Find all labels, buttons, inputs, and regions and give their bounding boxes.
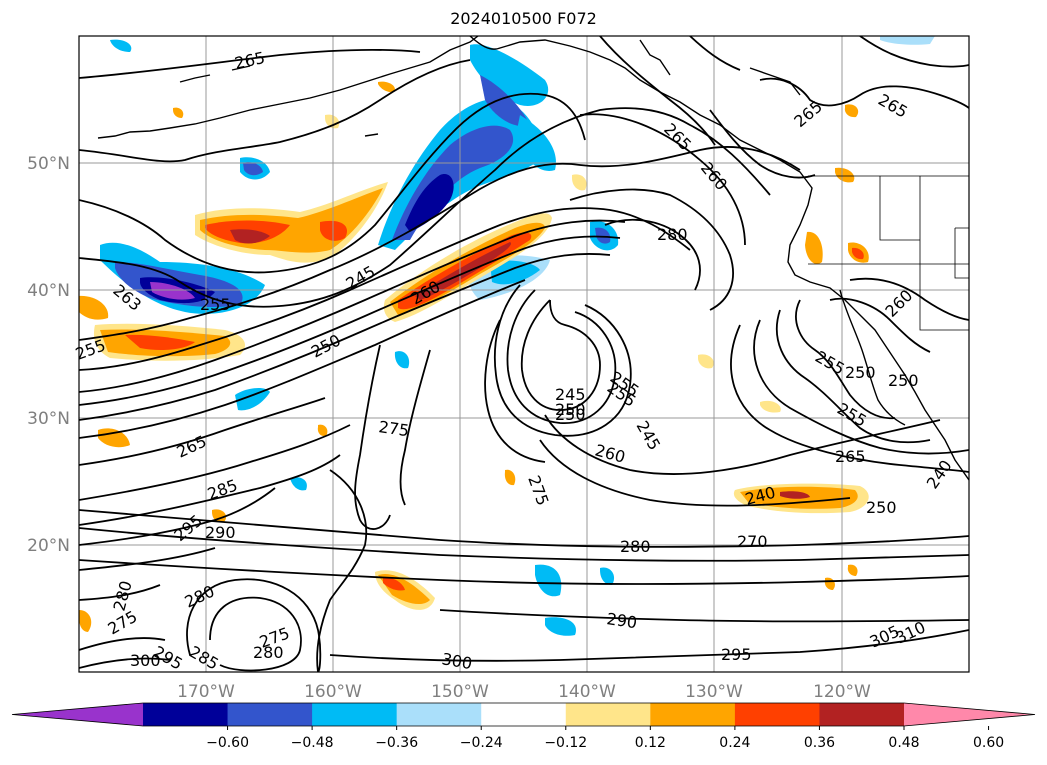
colorbar-segment xyxy=(650,703,736,726)
colorbar-segment xyxy=(227,703,313,726)
colorbar-tick-label: 0.60 xyxy=(973,735,1004,751)
contour-label: 280 xyxy=(253,643,284,662)
longitude-label: 130°W xyxy=(685,682,743,702)
colorbar-tick-label: 0.12 xyxy=(635,735,666,751)
colorbar-tick-label: −0.48 xyxy=(291,735,334,751)
political-borders xyxy=(808,175,969,331)
contour-label: 250 xyxy=(888,371,919,390)
contour-label: 250 xyxy=(555,400,586,419)
latitude-label: 50°N xyxy=(27,154,70,174)
colorbar-segment xyxy=(819,703,905,726)
colorbar-segment xyxy=(481,703,567,726)
colorbar-extend-low xyxy=(12,703,143,726)
longitude-label: 170°W xyxy=(177,682,235,702)
contour-label: 250 xyxy=(866,498,897,517)
contour-label: 255 xyxy=(200,295,231,314)
contour-label: 290 xyxy=(605,609,638,632)
colorbar-tick-label: −0.12 xyxy=(544,735,587,751)
colorbar-tick-label: 0.24 xyxy=(719,735,750,751)
longitude-label: 120°W xyxy=(813,682,871,702)
contour-label: 270 xyxy=(737,532,768,551)
contour-label: 265 xyxy=(835,447,866,466)
latitude-label: 20°N xyxy=(27,536,70,556)
colorbar-segment xyxy=(312,703,398,726)
coastlines xyxy=(97,36,969,481)
map-title: 2024010500 F072 xyxy=(450,9,597,28)
colorbar-segment xyxy=(396,703,482,726)
colorbar-outline xyxy=(11,702,1036,727)
contour-label: 280 xyxy=(620,537,651,556)
longitude-label: 160°W xyxy=(304,682,362,702)
colorbar-segment xyxy=(565,703,651,726)
colorbar-tick-label: −0.60 xyxy=(206,735,249,751)
latitude-label: 30°N xyxy=(27,409,70,429)
map-panel xyxy=(79,36,969,672)
colorbar-extend-high xyxy=(904,703,1035,726)
contour-label: 290 xyxy=(205,523,236,542)
colorbar-segment xyxy=(734,703,820,726)
colorbar-tick-label: −0.24 xyxy=(460,735,503,751)
colorbar-tick-label: −0.36 xyxy=(375,735,418,751)
contour-label: 280 xyxy=(657,225,688,244)
height-contours xyxy=(79,36,969,672)
map-frame xyxy=(78,35,970,673)
colorbar-tick-label: 0.36 xyxy=(804,735,835,751)
latitude-label: 40°N xyxy=(27,281,70,301)
colorbar: −0.60 −0.48 −0.36 −0.24 −0.12 0.12 0.24 0.36 0.4… xyxy=(11,702,1036,751)
longitude-label: 150°W xyxy=(431,682,489,702)
colorbar-tick-label: 0.48 xyxy=(888,735,919,751)
longitude-label: 140°W xyxy=(558,682,616,702)
shaded-anomaly-layer xyxy=(79,36,935,636)
contour-label: 275 xyxy=(377,417,410,440)
latitude-axis: 50°N 40°N 30°N 20°N xyxy=(27,154,70,556)
contour-label: 295 xyxy=(721,645,752,664)
colorbar-segment xyxy=(143,703,229,726)
contour-label: 245 xyxy=(555,385,586,404)
contour-label: 250 xyxy=(555,405,586,424)
contour-label: 300 xyxy=(130,651,161,670)
contour-label: 250 xyxy=(845,363,876,382)
longitude-axis: 170°W 160°W 150°W 140°W 130°W 120°W xyxy=(177,682,871,702)
